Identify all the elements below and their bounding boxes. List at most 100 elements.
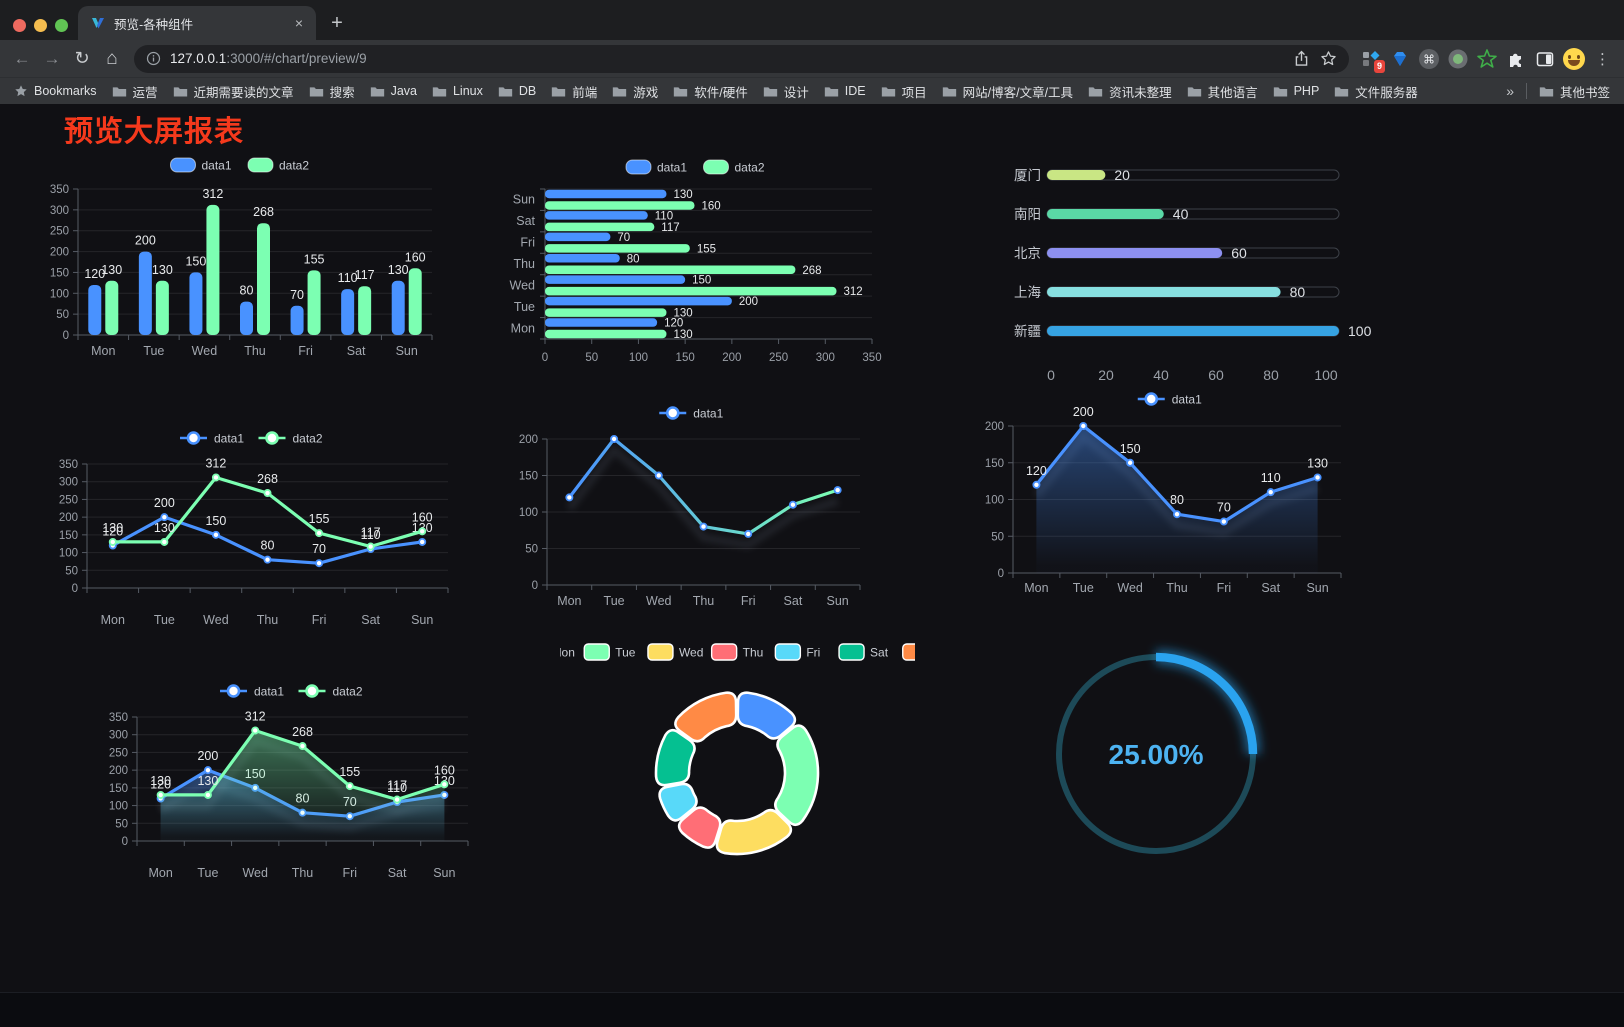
data-point[interactable] [315,529,324,538]
pie-slice-mon[interactable] [736,691,797,740]
bookmark-folder[interactable]: Linux [432,84,483,98]
data-point[interactable] [788,500,797,509]
data-point[interactable] [263,555,272,564]
bar-data1[interactable] [290,305,304,335]
bar-data1[interactable] [341,289,355,335]
hbar-data2[interactable] [545,222,655,232]
split-view-icon[interactable] [1531,45,1558,72]
window-close-button[interactable] [13,19,26,32]
bar-data2[interactable] [307,270,321,335]
hbar-data1[interactable] [545,275,686,284]
bookmark-folder[interactable]: 其他语言 [1187,82,1258,101]
pie-slice-wed[interactable] [715,808,793,856]
bookmark-folder[interactable]: IDE [824,84,866,98]
legend-item-data2[interactable]: data2 [258,431,323,446]
hbar-data2[interactable] [545,286,837,296]
legend-item-thu[interactable]: Thu [710,643,764,661]
bar-data1[interactable] [391,280,405,335]
data-point[interactable] [251,726,260,735]
bar-data1[interactable] [189,272,203,335]
data-point[interactable] [1313,473,1322,482]
pie-slice-sun[interactable] [674,691,738,743]
record-extension-icon[interactable] [1444,45,1471,72]
bookmark-folder[interactable]: 网站/博客/文章/工具 [942,82,1073,101]
legend-item-data1[interactable]: data1 [220,684,284,699]
bar-data1[interactable] [88,284,102,335]
bar-data1[interactable] [240,301,253,335]
legend-item-data2[interactable]: data2 [247,157,309,173]
progress-fill-0[interactable] [1047,170,1106,180]
bar-data2[interactable] [105,280,119,335]
data-point[interactable] [1172,510,1181,519]
url-bar[interactable]: 127.0.0.1:3000/#/chart/preview/9 [134,44,1349,73]
share-icon[interactable] [1293,50,1310,67]
data-point[interactable] [160,513,169,522]
pie-slice-tue[interactable] [774,724,820,827]
data-point[interactable] [1126,458,1135,467]
bookmark-folder[interactable]: Java [370,84,417,98]
command-extension-icon[interactable]: ⌘ [1415,45,1442,72]
hbar-data1[interactable] [545,232,611,242]
hbar-data1[interactable] [545,211,648,220]
legend-item-sun[interactable]: Sun [902,643,955,661]
legend-item-data2[interactable]: data2 [298,684,363,699]
legend-item-data1[interactable]: data1 [1137,392,1202,407]
hbar-data2[interactable] [545,265,796,275]
data-point[interactable] [440,780,449,789]
home-icon[interactable]: ⌂ [106,47,118,69]
data-point[interactable] [156,790,165,799]
bookmark-folder[interactable]: DB [498,84,536,98]
green-star-extension-icon[interactable] [1473,45,1500,72]
data-point[interactable] [211,530,220,539]
bookmark-folder[interactable]: PHP [1273,84,1319,98]
bookmark-folder[interactable]: 搜索 [309,82,355,101]
data-point[interactable] [298,742,307,751]
forward-icon[interactable]: → [43,48,61,68]
other-bookmarks-item[interactable]: 其他书签 [1539,82,1610,101]
browser-menu-icon[interactable]: ⋮ [1595,50,1610,68]
extensions-puzzle-icon[interactable] [1502,45,1529,72]
legend-item-data1[interactable]: data1 [625,159,687,175]
legend-item-data1[interactable]: data1 [659,406,724,421]
reload-icon[interactable]: ↻ [74,48,90,68]
progress-fill-1[interactable] [1047,209,1164,219]
hbar-data2[interactable] [545,244,690,253]
legend-item-data2[interactable]: data2 [703,159,765,175]
bookmarks-manager-item[interactable]: Bookmarks [14,84,97,98]
browser-tab[interactable]: 预览-各种组件 × [78,6,316,40]
bar-data2[interactable] [155,280,169,335]
hbar-data1[interactable] [545,296,732,306]
data-point[interactable] [744,529,753,538]
data-point[interactable] [108,537,117,546]
progress-fill-4[interactable] [1047,326,1339,336]
back-icon[interactable]: ← [13,48,31,68]
hbar-data1[interactable] [545,254,620,263]
bar-data2[interactable] [206,204,220,335]
pie-slice-thu[interactable] [677,806,722,849]
data-point[interactable] [345,782,354,791]
legend-item-wed[interactable]: Wed [647,643,703,661]
legend-item-fri[interactable]: Fri [774,643,820,661]
legend-item-sat[interactable]: Sat [838,643,889,661]
data-point[interactable] [654,471,663,480]
bookmark-star-icon[interactable] [1320,50,1337,67]
hbar-data2[interactable] [545,329,667,339]
pie-slice-fri[interactable] [658,782,698,822]
data-point[interactable] [263,489,272,498]
data-point[interactable] [418,537,427,546]
new-tab-button[interactable]: + [331,11,343,34]
gem-extension-icon[interactable] [1386,45,1413,72]
hbar-data1[interactable] [545,318,658,327]
pie-slice-sat[interactable] [654,728,696,787]
profile-avatar[interactable] [1560,45,1587,72]
site-info-icon[interactable] [146,51,161,66]
bar-data2[interactable] [257,223,270,335]
data-point[interactable] [211,473,220,482]
data-point[interactable] [315,559,324,568]
data-point[interactable] [1266,488,1275,497]
bookmark-folder[interactable]: 近期需要读的文章 [173,82,294,101]
data-point[interactable] [833,486,842,495]
data-point[interactable] [418,527,427,536]
progress-fill-2[interactable] [1047,248,1223,258]
bar-data2[interactable] [408,268,422,335]
